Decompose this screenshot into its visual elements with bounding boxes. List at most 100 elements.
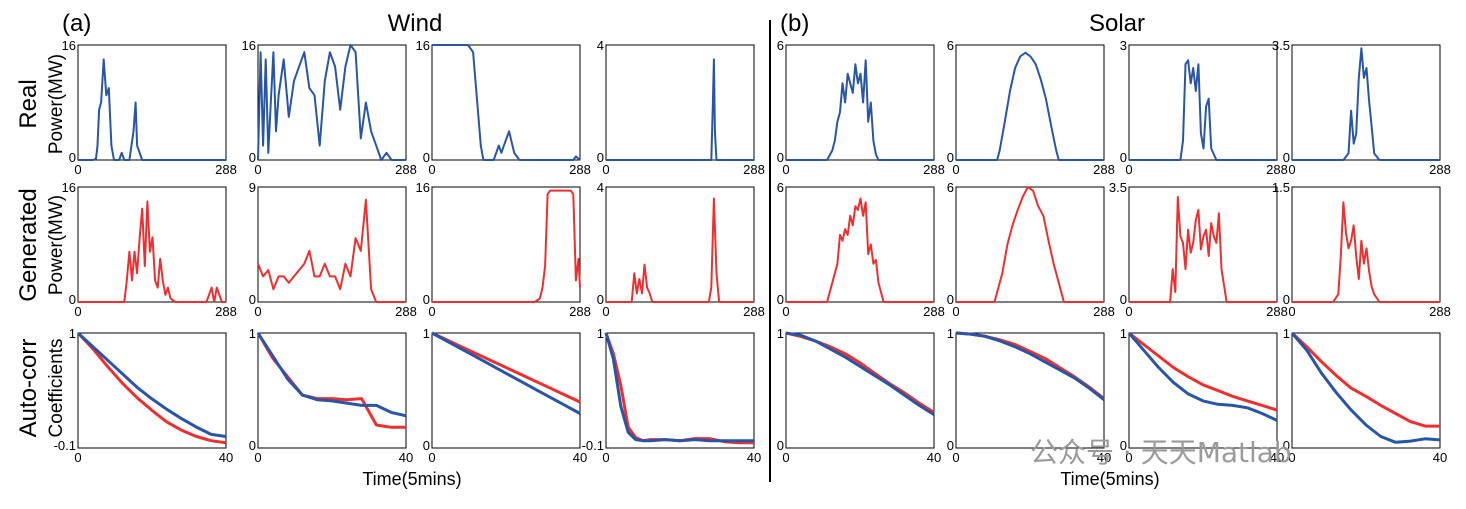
panel-generated-2-box [257, 186, 407, 303]
panel-autocorr-8-box [1291, 332, 1441, 449]
panel-generated-5-xtick-start: 0 [782, 304, 789, 319]
panel-real-4-xtick-start: 0 [602, 162, 609, 177]
panel-autocorr-8-xtick-end: 40 [1433, 450, 1447, 465]
panel-autocorr-2-box [257, 332, 407, 449]
panel-autocorr-6-xtick-end: 40 [1097, 450, 1111, 465]
panel-autocorr-2-ytick-bottom: 0 [249, 438, 256, 453]
panel-generated-8-box [1291, 186, 1441, 303]
panel-generated-4-xtick-start: 0 [602, 304, 609, 319]
panel-real-7-xtick-end: 288 [1266, 162, 1288, 177]
panel-autocorr-1-xtick-start: 0 [74, 450, 81, 465]
panel-real-3-ytick-top: 16 [416, 38, 430, 53]
panel-autocorr-6-real-line [955, 331, 1105, 401]
panel-autocorr-5-xtick-start: 0 [782, 450, 789, 465]
panel-generated-6-ytick-bottom: 0 [947, 292, 954, 307]
panel-autocorr-8-ytick-bottom: 0 [1283, 438, 1290, 453]
panel-autocorr-3-ytick-bottom: 0 [423, 438, 430, 453]
panel-generated-4-series-line [606, 197, 754, 303]
panel-autocorr-8-real-line [1290, 332, 1441, 444]
panel-real-2-xtick-end: 288 [395, 162, 417, 177]
panel-real-5-xtick-end: 288 [923, 162, 945, 177]
panel-autocorr-8-ytick-top: 1 [1283, 326, 1290, 341]
panel-autocorr-6-ytick-bottom: 0 [947, 438, 954, 453]
row-ylabel-autocorr: Coefficients [46, 339, 67, 438]
panel-autocorr-6-ytick-top: 1 [947, 326, 954, 341]
panel-autocorr-7-xtick-start: 0 [1125, 450, 1132, 465]
panel-real-6-box [955, 44, 1105, 161]
panel-real-4-box [605, 44, 755, 161]
panel-autocorr-6-xtick-start: 0 [952, 450, 959, 465]
panel-real-4-ytick-top: 4 [597, 38, 604, 53]
panel-real-7-ytick-top: 3 [1120, 38, 1127, 53]
row-title-real: Real [15, 79, 42, 128]
section-title-solar: Solar [1089, 10, 1145, 37]
panel-generated-2-series-line [257, 198, 406, 303]
panel-real-7-ytick-bottom: 0 [1120, 150, 1127, 165]
panel-generated-6-series-line [956, 186, 1104, 303]
panel-generated-3-xtick-end: 288 [569, 304, 591, 319]
panel-generated-2-xtick-end: 288 [395, 304, 417, 319]
xlabel-wind: Time(5mins) [362, 469, 461, 489]
panel-generated-6-xtick-start: 0 [952, 304, 959, 319]
panel-real-3-series-line [432, 44, 581, 161]
panel-generated-2-ytick-bottom: 0 [249, 292, 256, 307]
panel-autocorr-5-xtick-end: 40 [927, 450, 941, 465]
panel-generated-7-ytick-top: 3.5 [1109, 180, 1127, 195]
panel-letter-b: (b) [780, 10, 809, 37]
panel-generated-1-series-line [78, 200, 226, 303]
panel-generated-5-xtick-end: 288 [923, 304, 945, 319]
panel-real-3-box [431, 44, 581, 161]
panel-autocorr-1-ytick-top: 1 [69, 326, 76, 341]
panel-generated-8-xtick-start: 0 [1288, 304, 1295, 319]
panel-autocorr-8-xtick-start: 0 [1288, 450, 1295, 465]
panel-autocorr-2-real-line [256, 332, 407, 418]
panel-generated-7-xtick-end: 288 [1266, 304, 1288, 319]
panel-autocorr-5-ytick-bottom: 0 [777, 438, 784, 453]
panel-real-1-xtick-end: 288 [215, 162, 237, 177]
panel-generated-4-box [605, 186, 755, 303]
panel-generated-1-xtick-start: 0 [74, 304, 81, 319]
panel-generated-8-series-line [1292, 201, 1440, 303]
panel-generated-3-ytick-bottom: 0 [423, 292, 430, 307]
panel-autocorr-2-xtick-start: 0 [254, 450, 261, 465]
panel-real-7-series-line [1129, 59, 1277, 161]
panel-real-8-series-line [1292, 47, 1440, 161]
panel-autocorr-3-generated-line [431, 331, 581, 404]
panel-autocorr-4-ytick-top: 1 [597, 326, 604, 341]
panel-real-7-xtick-start: 0 [1125, 162, 1132, 177]
panel-generated-8-ytick-bottom: 0 [1283, 292, 1290, 307]
panel-generated-6-box [955, 186, 1105, 303]
panel-real-8-xtick-end: 288 [1429, 162, 1451, 177]
panel-generated-7-ytick-bottom: 0 [1120, 292, 1127, 307]
xlabel-solar: Time(5mins) [1060, 469, 1159, 489]
panel-generated-3-series-line [432, 189, 581, 303]
panel-generated-3-xtick-start: 0 [428, 304, 435, 319]
panel-autocorr-1-real-line [76, 331, 227, 438]
panel-autocorr-5-real-line [785, 331, 935, 416]
panel-real-4-series-line [606, 58, 754, 161]
panel-autocorr-3-real-line [431, 331, 581, 415]
panel-generated-1-ytick-bottom: 0 [69, 292, 76, 307]
panel-generated-5-ytick-bottom: 0 [777, 292, 784, 307]
panel-generated-5-series-line [786, 197, 934, 303]
panel-real-6-ytick-bottom: 0 [947, 150, 954, 165]
panel-autocorr-4-ytick-bottom: -0.1 [582, 438, 604, 453]
panel-letter-a: (a) [62, 10, 91, 37]
panel-real-6-xtick-end: 288 [1093, 162, 1115, 177]
panel-autocorr-4-real-line [604, 332, 754, 443]
panel-autocorr-4-xtick-start: 0 [602, 450, 609, 465]
panel-autocorr-7-ytick-bottom: 0 [1120, 438, 1127, 453]
panel-autocorr-3-xtick-end: 40 [573, 450, 587, 465]
panel-generated-7-series-line [1129, 195, 1277, 303]
watermark: 公众号 · 天天Matlab [1030, 436, 1292, 469]
row-ylabel-generated: Power(MW) [46, 195, 67, 295]
panel-autocorr-7-ytick-top: 1 [1120, 326, 1127, 341]
row-title-generated: Generated [15, 188, 42, 301]
panel-generated-1-ytick-top: 16 [62, 180, 76, 195]
panel-real-5-ytick-top: 6 [777, 38, 784, 53]
panel-autocorr-7-real-line [1127, 332, 1278, 422]
panel-autocorr-5-box [785, 332, 935, 449]
panel-generated-4-ytick-top: 4 [597, 180, 604, 195]
panel-generated-4-ytick-bottom: 0 [597, 292, 604, 307]
